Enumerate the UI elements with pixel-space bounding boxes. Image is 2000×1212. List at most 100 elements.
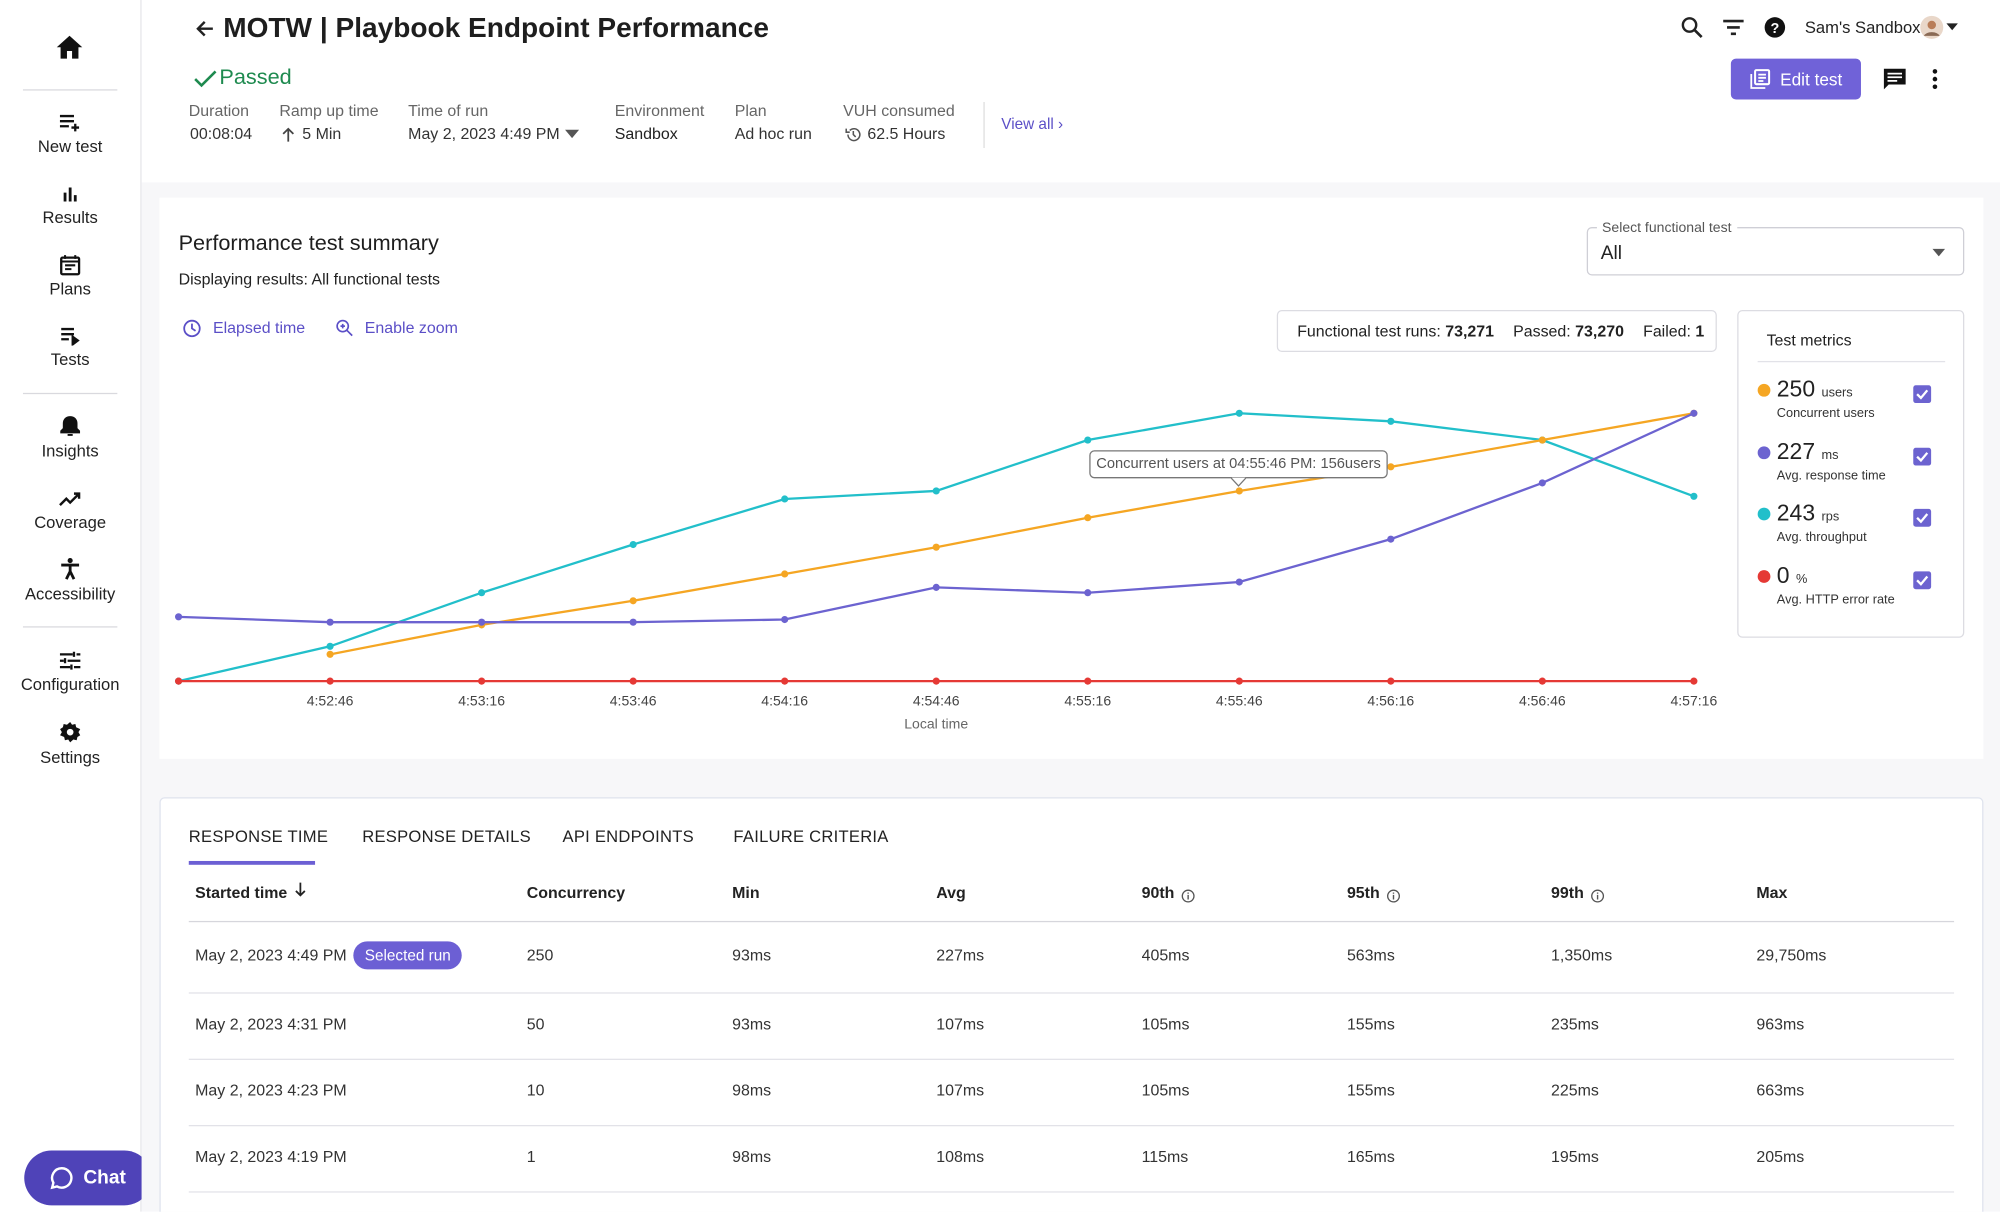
divider <box>983 102 985 148</box>
data-point <box>1235 677 1243 685</box>
data-point <box>1690 677 1698 685</box>
legend-checkbox[interactable] <box>1913 447 1932 465</box>
legend-unit: users <box>1821 386 1853 401</box>
data-point <box>1387 535 1395 543</box>
tab[interactable]: RESPONSE DETAILS <box>362 826 531 846</box>
elapsed-time-toggle[interactable]: Elapsed time <box>213 318 306 337</box>
runs-value: 73,270 <box>1575 322 1624 340</box>
nav-label: Insights <box>41 441 99 461</box>
runs-label: Failed: <box>1643 322 1691 340</box>
x-axis-title: Local time <box>904 715 968 731</box>
info-glyph <box>1387 889 1400 903</box>
row-divider <box>188 920 1955 923</box>
more-icon[interactable] <box>1930 68 1940 91</box>
data-point <box>1690 409 1698 417</box>
meta-value: 5 Min <box>302 124 342 143</box>
row-divider <box>188 1124 1955 1127</box>
legend-current: 227 <box>1776 438 1816 464</box>
page-title: MOTW | Playbook Endpoint Performance <box>223 11 769 44</box>
sort-icon[interactable] <box>295 881 306 897</box>
tab[interactable]: API ENDPOINTS <box>562 826 694 846</box>
select-caret[interactable] <box>1932 248 1946 257</box>
zoom-icon <box>336 319 353 337</box>
nav-item[interactable]: Accessibility <box>0 557 140 603</box>
sort-arrow <box>295 881 306 900</box>
meta-label: Ramp up time <box>279 102 379 120</box>
nav-item[interactable]: Coverage <box>0 489 140 532</box>
runs-item: Passed: 73,270 <box>1513 322 1624 340</box>
functional-test-select[interactable] <box>1586 227 1965 276</box>
select-value: All <box>1600 242 1623 265</box>
workspace-name[interactable]: Sam's Sandbox <box>1804 17 1921 37</box>
nav-item[interactable]: Plans <box>0 254 140 298</box>
separator <box>22 626 118 628</box>
checkmark <box>1916 389 1929 400</box>
nav-item[interactable]: New test <box>0 112 140 156</box>
table-cell: 98ms <box>732 1147 772 1166</box>
table-cell: May 2, 2023 4:31 PM <box>195 1015 347 1034</box>
nav-label: Configuration <box>20 674 120 694</box>
table-cell: 10 <box>526 1081 545 1100</box>
data-point <box>629 540 637 549</box>
avatar-caret[interactable] <box>1946 23 1958 31</box>
legend-current: 0 <box>1776 561 1790 588</box>
meta-label: Time of run <box>408 102 489 120</box>
tab[interactable]: FAILURE CRITERIA <box>733 826 889 846</box>
nav-icon <box>59 492 81 506</box>
search-icon[interactable] <box>1680 15 1704 39</box>
data-point <box>174 613 183 621</box>
x-tick-label: 4:53:16 <box>458 692 505 708</box>
data-point <box>781 495 789 503</box>
tab[interactable]: RESPONSE TIME <box>188 826 329 846</box>
divider <box>1757 360 1946 363</box>
nav-label: Settings <box>40 747 101 767</box>
chart-tooltip: Concurrent users at 04:55:46 PM: 156user… <box>1089 450 1388 479</box>
enable-zoom-toggle[interactable]: Enable zoom <box>364 318 458 337</box>
history-icon <box>845 128 861 142</box>
summary-title: Performance test summary <box>178 230 439 256</box>
comment-icon[interactable] <box>1883 68 1907 91</box>
runs-summary: Functional test runs: 73,271 Passed: 73,… <box>1276 309 1717 353</box>
meta-label: VUH consumed <box>843 102 955 120</box>
x-tick-label: 4:54:16 <box>761 692 808 708</box>
runs-value: 1 <box>1695 322 1705 340</box>
meta-label: Environment <box>614 102 705 120</box>
row-divider <box>188 1191 1955 1193</box>
table-cell: 963ms <box>1756 1015 1805 1034</box>
view-all-link[interactable]: View all › <box>1001 114 1064 133</box>
column-header: Started time <box>195 883 288 902</box>
avatar[interactable] <box>1920 15 1944 39</box>
chat-button[interactable]: Chat <box>24 1150 152 1206</box>
row-divider <box>188 992 1955 994</box>
dropdown-caret[interactable] <box>565 129 580 139</box>
table-cell: 225ms <box>1551 1081 1599 1100</box>
back-arrow[interactable] <box>194 18 216 40</box>
data-point <box>1387 463 1395 471</box>
passed-icon <box>194 70 217 88</box>
legend-checkbox[interactable] <box>1913 508 1932 527</box>
runs-item: Failed: 1 <box>1643 322 1704 340</box>
runs-value: 73,271 <box>1445 322 1494 340</box>
nav-item[interactable]: Insights <box>0 416 140 461</box>
legend-name: Avg. throughput <box>1776 530 1867 545</box>
clock-icon <box>183 319 201 338</box>
nav-item[interactable]: Tests <box>0 325 140 369</box>
filter-icon[interactable] <box>1722 18 1745 37</box>
edit-test-button[interactable]: Edit test <box>1730 58 1861 100</box>
table-cell: 98ms <box>732 1081 772 1100</box>
meta-value[interactable]: May 2, 2023 4:49 PM <box>408 124 560 143</box>
table-cell: 1,350ms <box>1551 946 1613 965</box>
nav-icon <box>60 255 81 276</box>
nav-item[interactable]: Settings <box>0 721 140 767</box>
series-line <box>329 412 1695 656</box>
table-cell: 563ms <box>1346 946 1395 965</box>
nav-item[interactable]: Results <box>0 184 140 227</box>
home-icon[interactable] <box>54 32 86 63</box>
data-point <box>932 677 940 685</box>
legend-checkbox[interactable] <box>1913 385 1932 404</box>
meta-value: 62.5 Hours <box>867 124 946 143</box>
legend-checkbox[interactable] <box>1913 570 1932 589</box>
help-icon[interactable]: ? <box>1764 17 1786 39</box>
nav-item[interactable]: Configuration <box>0 651 140 694</box>
